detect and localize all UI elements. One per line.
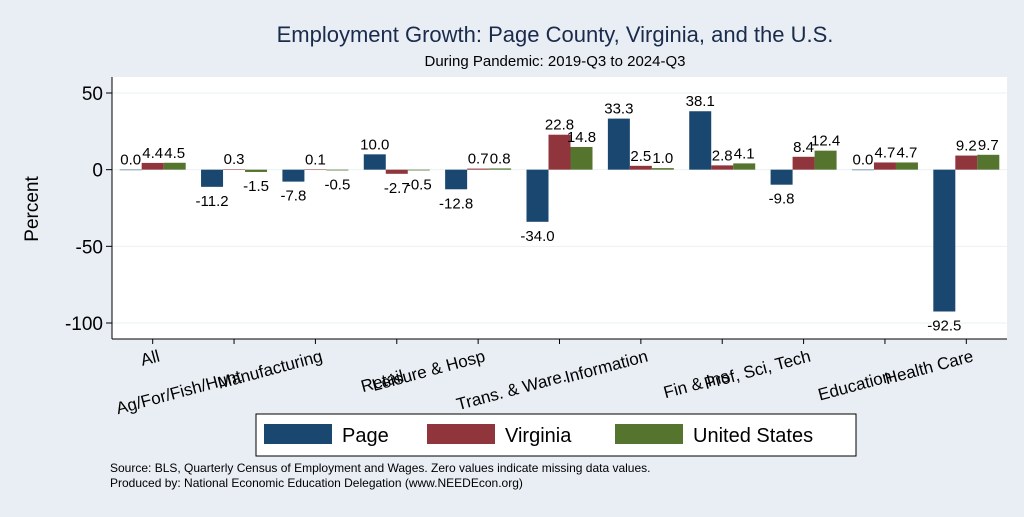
data-label-united-states-manufacturing: -0.5 <box>324 176 350 193</box>
data-label-virginia-manufacturing: 0.1 <box>305 152 326 169</box>
bar-virginia-retail <box>385 169 408 174</box>
data-label-virginia-health-care: 9.2 <box>956 138 977 155</box>
y-tick-label: 50 <box>82 84 103 105</box>
bar-virginia-fin-ins <box>711 165 734 170</box>
x-tick-label-all: All <box>139 347 162 370</box>
chart-title: Employment Growth: Page County, Virginia… <box>277 22 834 47</box>
x-tick-label-prof-sci-tech: Prof, Sci, Tech <box>702 347 812 394</box>
y-axis-ticks: 50 0 -50 -100 <box>65 84 112 335</box>
x-tick-label-trans-ware: Trans. & Ware. <box>454 367 568 415</box>
data-label-virginia-education: 4.7 <box>875 144 896 161</box>
data-label-united-states-information: 1.0 <box>652 150 673 167</box>
data-label-virginia-ag-for-fish-hunt: 0.3 <box>224 151 245 168</box>
data-label-united-states-education: 4.7 <box>897 144 918 161</box>
bar-united-states-retail <box>407 169 430 171</box>
data-label-virginia-prof-sci-tech: 8.4 <box>793 139 814 156</box>
bar-page-retail <box>363 154 386 170</box>
x-tick-label-health-care: Health Care <box>883 347 976 389</box>
x-tick-label-manufacturing: Manufacturing <box>215 347 324 393</box>
bar-page-information <box>607 118 630 170</box>
bar-virginia-trans-ware <box>548 134 571 170</box>
legend-label-united-states: United States <box>693 425 813 447</box>
y-tick-label: -100 <box>65 314 103 335</box>
y-tick-label: -50 <box>76 237 103 258</box>
bar-united-states-health-care <box>977 154 1000 170</box>
data-label-virginia-retail: -2.7 <box>384 180 410 197</box>
bar-page-education <box>851 169 874 171</box>
data-label-page-fin-ins: 38.1 <box>686 93 715 110</box>
bar-page-leisure-hosp <box>445 169 468 190</box>
bar-virginia-leisure-hosp <box>467 168 490 170</box>
data-label-page-prof-sci-tech: -9.8 <box>769 191 795 208</box>
data-label-united-states-retail: -0.5 <box>406 176 432 193</box>
data-label-united-states-all: 4.5 <box>164 145 185 162</box>
bars <box>119 111 1000 312</box>
data-label-united-states-ag-for-fish-hunt: -1.5 <box>243 178 269 195</box>
data-label-page-manufacturing: -7.8 <box>280 188 306 205</box>
data-label-page-leisure-hosp: -12.8 <box>439 195 473 212</box>
bar-page-manufacturing <box>282 169 305 182</box>
data-label-page-information: 33.3 <box>604 101 633 118</box>
producer-note: Produced by: National Economic Education… <box>110 476 523 490</box>
legend-swatch-virginia <box>427 424 495 444</box>
legend-label-page: Page <box>342 425 389 447</box>
bar-virginia-health-care <box>955 155 978 170</box>
y-tick-label: 0 <box>92 161 103 182</box>
bar-united-states-trans-ware <box>570 146 593 170</box>
data-label-virginia-information: 2.5 <box>630 148 651 165</box>
bar-united-states-prof-sci-tech <box>814 150 837 170</box>
bar-united-states-leisure-hosp <box>489 168 512 170</box>
data-label-united-states-leisure-hosp: 0.8 <box>490 150 511 167</box>
data-label-virginia-leisure-hosp: 0.7 <box>468 151 489 168</box>
data-label-page-all: 0.0 <box>120 152 141 169</box>
data-label-united-states-health-care: 9.7 <box>978 137 999 154</box>
data-label-page-retail: 10.0 <box>360 136 389 153</box>
data-label-virginia-all: 4.4 <box>142 145 163 162</box>
bar-united-states-manufacturing <box>326 169 349 171</box>
data-label-virginia-trans-ware: 22.8 <box>545 117 574 134</box>
data-label-page-ag-for-fish-hunt: -11.2 <box>196 193 229 210</box>
legend-swatch-united-states <box>615 424 683 444</box>
chart-subtitle: During Pandemic: 2019-Q3 to 2024-Q3 <box>425 53 686 70</box>
bar-virginia-prof-sci-tech <box>792 156 815 170</box>
legend-label-virginia: Virginia <box>505 425 572 447</box>
bar-page-all <box>119 169 142 171</box>
x-tick-label-education: Education <box>816 367 894 405</box>
x-tick-label-information: Information <box>563 347 650 387</box>
data-label-united-states-fin-ins: 4.1 <box>734 145 755 162</box>
legend-box <box>255 413 857 457</box>
bar-page-trans-ware <box>526 169 549 222</box>
bar-virginia-manufacturing <box>304 169 327 171</box>
y-axis-label: Percent <box>22 176 43 242</box>
bar-virginia-education <box>873 162 896 170</box>
bar-page-prof-sci-tech <box>770 169 793 185</box>
legend: Page Virginia United States <box>255 413 857 457</box>
bar-virginia-ag-for-fish-hunt <box>223 169 246 170</box>
bar-page-ag-for-fish-hunt <box>201 169 224 187</box>
data-label-united-states-prof-sci-tech: 12.4 <box>811 133 840 150</box>
bar-united-states-ag-for-fish-hunt <box>245 169 268 172</box>
legend-swatch-page <box>264 424 332 444</box>
bar-united-states-education <box>895 162 918 170</box>
data-label-virginia-fin-ins: 2.8 <box>712 147 733 164</box>
bar-united-states-all <box>163 162 186 170</box>
plot-area <box>112 77 1007 339</box>
bar-page-health-care <box>933 169 956 312</box>
bar-united-states-fin-ins <box>733 163 756 170</box>
bar-united-states-information <box>651 168 674 170</box>
source-note: Source: BLS, Quarterly Census of Employm… <box>110 461 650 475</box>
data-label-united-states-trans-ware: 14.8 <box>567 129 596 146</box>
bar-virginia-information <box>629 165 652 170</box>
data-label-page-trans-ware: -34.0 <box>520 228 554 245</box>
data-label-page-education: 0.0 <box>853 152 874 169</box>
data-labels: 0.0 4.4 4.5-11.20.3-1.5-7.80.1-0.510.0-2.7… <box>120 93 998 334</box>
bar-page-fin-ins <box>689 111 712 170</box>
bar-virginia-all <box>141 162 164 170</box>
data-label-page-health-care: -92.5 <box>927 318 961 335</box>
